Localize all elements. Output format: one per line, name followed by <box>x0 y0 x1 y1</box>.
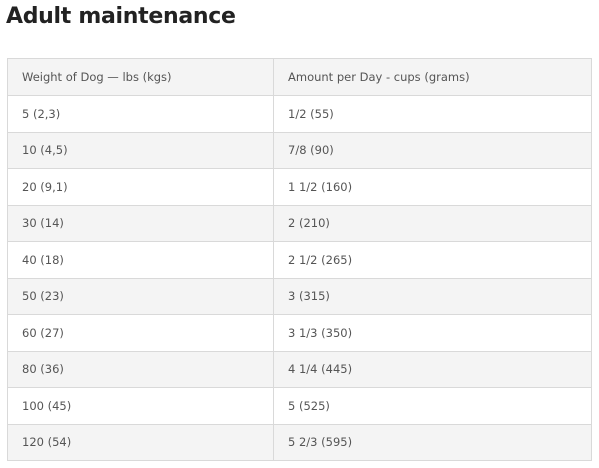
section-title: Adult maintenance <box>6 4 236 29</box>
weight-cell: 50 (23) <box>7 277 274 315</box>
amount-cell: 2 1/2 (265) <box>273 241 592 279</box>
weight-cell: 100 (45) <box>7 387 274 425</box>
table-row: 80 (36) 4 1/4 (445) <box>7 350 592 388</box>
table-row: 50 (23) 3 (315) <box>7 277 592 315</box>
weight-cell: 60 (27) <box>7 314 274 352</box>
table-row: 30 (14) 2 (210) <box>7 204 592 242</box>
amount-cell: 3 1/3 (350) <box>273 314 592 352</box>
weight-cell: 80 (36) <box>7 350 274 388</box>
weight-cell: 10 (4,5) <box>7 131 274 169</box>
header-weight: Weight of Dog — lbs (kgs) <box>7 58 274 96</box>
amount-cell: 5 2/3 (595) <box>273 423 592 461</box>
table-row: 5 (2,3) 1/2 (55) <box>7 95 592 133</box>
table-row: 40 (18) 2 1/2 (265) <box>7 241 592 279</box>
table-header-row: Weight of Dog — lbs (kgs) Amount per Day… <box>7 58 592 96</box>
amount-cell: 7/8 (90) <box>273 131 592 169</box>
table-row: 10 (4,5) 7/8 (90) <box>7 131 592 169</box>
weight-cell: 40 (18) <box>7 241 274 279</box>
weight-cell: 20 (9,1) <box>7 168 274 206</box>
table-row: 100 (45) 5 (525) <box>7 387 592 425</box>
table-row: 20 (9,1) 1 1/2 (160) <box>7 168 592 206</box>
weight-cell: 120 (54) <box>7 423 274 461</box>
amount-cell: 5 (525) <box>273 387 592 425</box>
header-amount: Amount per Day - cups (grams) <box>273 58 592 96</box>
table-row: 120 (54) 5 2/3 (595) <box>7 423 592 461</box>
amount-cell: 4 1/4 (445) <box>273 350 592 388</box>
weight-cell: 30 (14) <box>7 204 274 242</box>
amount-cell: 3 (315) <box>273 277 592 315</box>
amount-cell: 2 (210) <box>273 204 592 242</box>
amount-cell: 1/2 (55) <box>273 95 592 133</box>
table-row: 60 (27) 3 1/3 (350) <box>7 314 592 352</box>
amount-cell: 1 1/2 (160) <box>273 168 592 206</box>
feeding-table: Weight of Dog — lbs (kgs) Amount per Day… <box>7 58 592 461</box>
weight-cell: 5 (2,3) <box>7 95 274 133</box>
